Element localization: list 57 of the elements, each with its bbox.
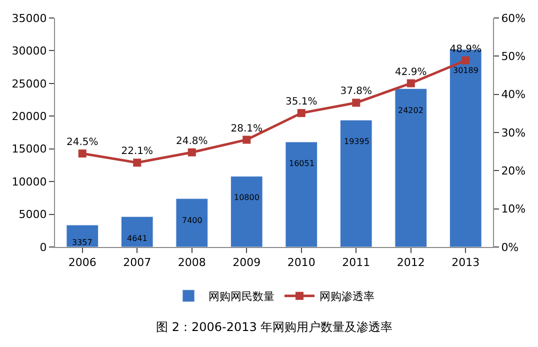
bar bbox=[66, 224, 98, 247]
y2-tick-label: 40% bbox=[501, 88, 526, 102]
point bbox=[462, 56, 470, 64]
x-tick-label: 2009 bbox=[232, 256, 261, 270]
caption: 图 2：2006-2013 年网购用户数量及渗透率 bbox=[156, 320, 393, 334]
x-tick-label: 2007 bbox=[123, 256, 152, 270]
x-tick-label: 2012 bbox=[396, 256, 425, 270]
y-tick-label: 0 bbox=[40, 240, 47, 254]
y2-tick-label: 10% bbox=[501, 202, 526, 216]
point bbox=[78, 149, 86, 158]
data-label: 24202 bbox=[398, 106, 424, 115]
point bbox=[242, 136, 251, 144]
bar bbox=[394, 88, 427, 247]
data-label: 3357 bbox=[72, 238, 92, 247]
legend-label: 网购网民数量 bbox=[208, 290, 274, 304]
data-label: 19395 bbox=[344, 137, 370, 146]
point bbox=[406, 79, 415, 88]
x-tick-label: 2010 bbox=[287, 256, 316, 270]
data-label: 16051 bbox=[289, 159, 314, 168]
bar bbox=[285, 142, 318, 247]
point bbox=[188, 148, 196, 156]
data-label: 10800 bbox=[234, 193, 260, 202]
y2-tick-label: 20% bbox=[501, 164, 526, 178]
bar bbox=[230, 176, 263, 247]
data-label: 22.1% bbox=[121, 146, 154, 158]
data-label: 42.9% bbox=[394, 66, 427, 78]
y-tick-label: 10000 bbox=[12, 175, 47, 188]
data-label: 7400 bbox=[182, 216, 202, 225]
y2-tick-label: 30% bbox=[501, 126, 526, 140]
data-label: 37.8% bbox=[340, 86, 372, 98]
y2-tick-label: 0% bbox=[501, 240, 519, 254]
y-tick-label: 20000 bbox=[12, 110, 47, 123]
point bbox=[297, 109, 306, 118]
x-tick-label: 2008 bbox=[178, 256, 206, 270]
y-tick-label: 25000 bbox=[12, 77, 47, 90]
legend-label: 网购渗透率 bbox=[320, 290, 374, 304]
x-tick-label: 2013 bbox=[452, 256, 480, 270]
data-label: 30189 bbox=[453, 66, 478, 75]
y2-tick-label: 50% bbox=[501, 50, 526, 64]
y-tick-label: 5000 bbox=[18, 208, 47, 222]
data-label: 48.9% bbox=[450, 44, 482, 55]
data-label: 4641 bbox=[127, 234, 148, 243]
data-label: 35.1% bbox=[285, 96, 318, 108]
bar bbox=[121, 216, 154, 247]
bar bbox=[340, 120, 372, 247]
x-tick-label: 2011 bbox=[342, 256, 370, 270]
y-tick-label: 35000 bbox=[12, 12, 47, 25]
y2-tick-label: 60% bbox=[501, 12, 526, 25]
data-label: 24.5% bbox=[66, 136, 98, 148]
point bbox=[352, 98, 360, 107]
y-tick-label: 15000 bbox=[12, 142, 47, 156]
y-tick-label: 30000 bbox=[12, 44, 47, 58]
point bbox=[133, 158, 142, 167]
data-label: 28.1% bbox=[230, 123, 263, 134]
x-tick-label: 2006 bbox=[68, 256, 96, 270]
bar bbox=[176, 198, 208, 247]
data-label: 24.8% bbox=[176, 136, 208, 147]
